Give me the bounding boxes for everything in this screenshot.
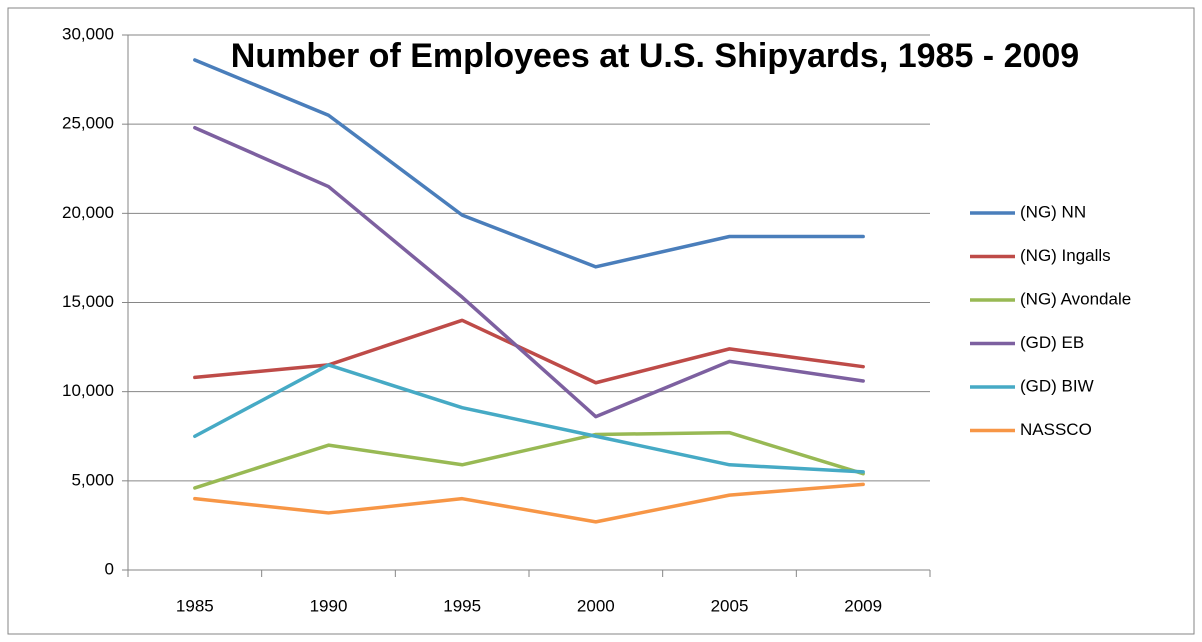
chart-title: Number of Employees at U.S. Shipyards, 1… [230, 37, 1080, 75]
series-line [193, 482, 865, 524]
legend-label: (GD) BIW [1020, 376, 1094, 395]
x-tick-label: 1985 [176, 596, 214, 615]
legend-label: (NG) Ingalls [1020, 246, 1111, 265]
y-tick-label: 10,000 [62, 381, 114, 400]
legend-label: (NG) NN [1020, 202, 1086, 221]
series-line [193, 430, 865, 490]
series-line [193, 125, 865, 419]
series-line [193, 363, 865, 474]
x-tick-label: 2009 [844, 596, 882, 615]
y-tick-label: 30,000 [62, 24, 114, 43]
x-tick-label: 1990 [310, 596, 348, 615]
legend-label: NASSCO [1020, 420, 1092, 439]
y-tick-label: 25,000 [62, 114, 114, 133]
series-line [193, 58, 865, 269]
series-line [193, 318, 865, 385]
x-tick-label: 1995 [443, 596, 481, 615]
legend-label: (GD) EB [1020, 333, 1084, 352]
chart-frame [7, 7, 1195, 635]
y-tick-label: 15,000 [62, 292, 114, 311]
y-tick-label: 5,000 [71, 470, 114, 489]
y-tick-label: 20,000 [62, 203, 114, 222]
y-tick-label: 0 [105, 559, 114, 578]
x-tick-label: 2005 [711, 596, 749, 615]
legend-label: (NG) Avondale [1020, 289, 1131, 308]
x-tick-label: 2000 [577, 596, 615, 615]
